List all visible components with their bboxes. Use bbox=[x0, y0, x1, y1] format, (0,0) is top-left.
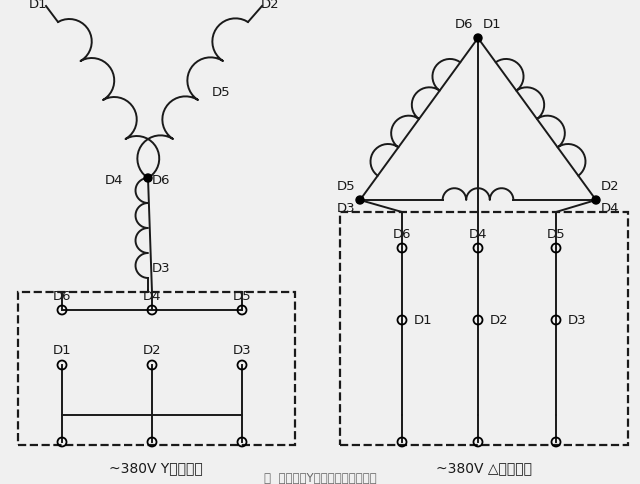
Circle shape bbox=[356, 196, 364, 204]
Circle shape bbox=[144, 174, 152, 182]
Bar bbox=[340, 212, 628, 445]
Text: D2: D2 bbox=[490, 314, 509, 327]
Text: D1: D1 bbox=[52, 345, 71, 358]
Text: D3: D3 bbox=[233, 345, 252, 358]
Text: D1: D1 bbox=[414, 314, 433, 327]
Text: D3: D3 bbox=[568, 314, 587, 327]
Text: D3: D3 bbox=[337, 202, 355, 215]
Text: D1: D1 bbox=[29, 0, 47, 11]
Text: D2: D2 bbox=[143, 345, 161, 358]
Text: D5: D5 bbox=[212, 86, 230, 99]
Text: D4: D4 bbox=[601, 202, 620, 215]
Text: D4: D4 bbox=[104, 173, 123, 186]
Text: D3: D3 bbox=[152, 261, 171, 274]
Text: 图  电动机的Y形和三角形接线方法: 图 电动机的Y形和三角形接线方法 bbox=[264, 471, 376, 484]
Bar bbox=[18, 292, 295, 445]
Text: D4: D4 bbox=[143, 289, 161, 302]
Text: ~380V Y形接线法: ~380V Y形接线法 bbox=[109, 461, 203, 475]
Text: ~380V △形接线法: ~380V △形接线法 bbox=[436, 461, 532, 475]
Text: D6: D6 bbox=[152, 173, 170, 186]
Text: D4: D4 bbox=[468, 227, 487, 241]
Text: D2: D2 bbox=[601, 180, 620, 193]
Circle shape bbox=[592, 196, 600, 204]
Text: D5: D5 bbox=[233, 289, 252, 302]
Text: D6: D6 bbox=[454, 17, 473, 30]
Text: D2: D2 bbox=[260, 0, 279, 11]
Text: D5: D5 bbox=[547, 227, 565, 241]
Text: D1: D1 bbox=[483, 17, 502, 30]
Circle shape bbox=[474, 34, 482, 42]
Text: D5: D5 bbox=[337, 180, 355, 193]
Text: D6: D6 bbox=[393, 227, 412, 241]
Text: D6: D6 bbox=[52, 289, 71, 302]
